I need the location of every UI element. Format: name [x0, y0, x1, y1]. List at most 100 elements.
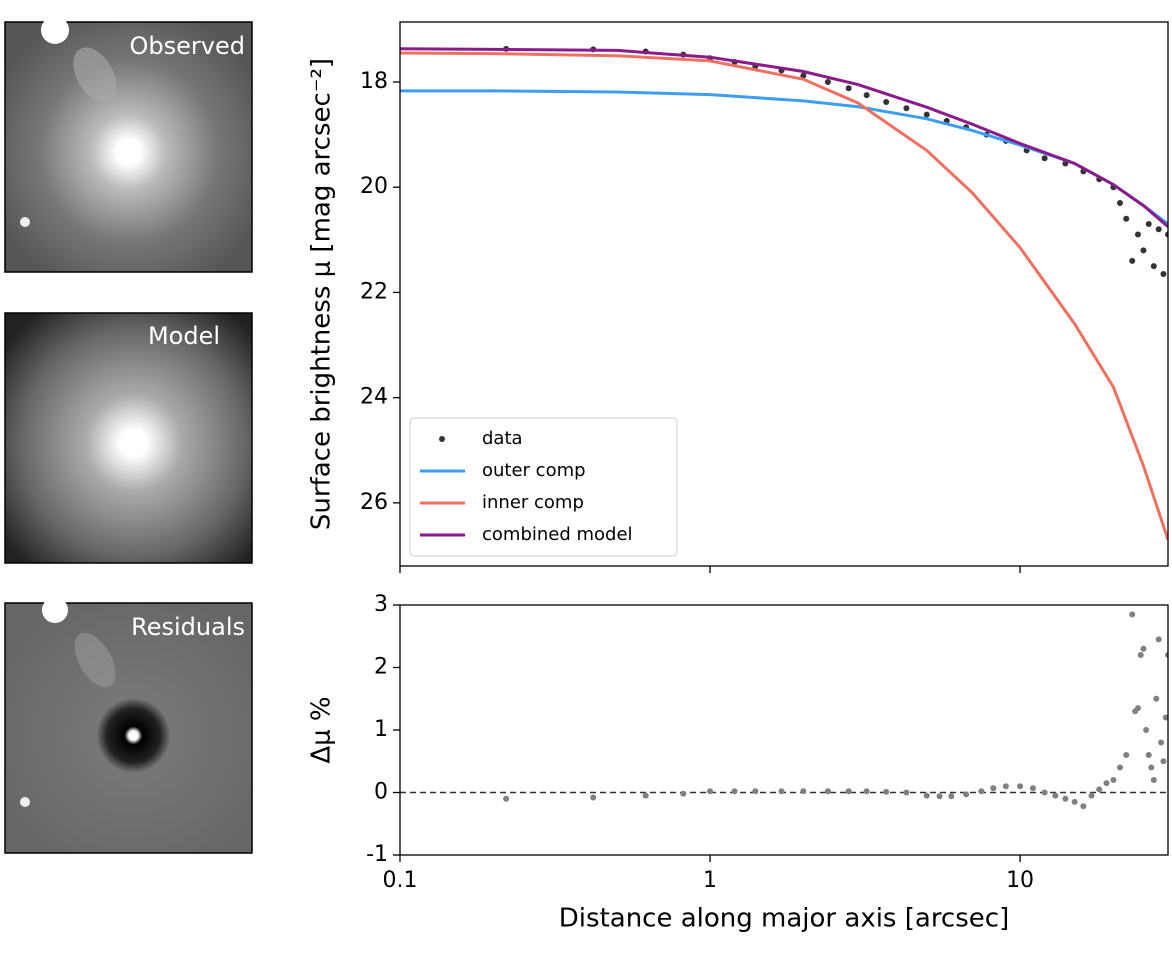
data-point	[1165, 652, 1168, 658]
data-point	[1165, 231, 1168, 238]
data-point	[1160, 271, 1167, 278]
data-point	[1140, 247, 1147, 254]
y-tick-label: 0	[374, 780, 388, 805]
panel-label: Model	[148, 322, 220, 350]
star	[42, 597, 68, 623]
data-point	[1062, 795, 1069, 802]
streak	[73, 47, 117, 103]
legend-label: inner comp	[482, 492, 584, 513]
x-tick-label: 0.1	[383, 868, 418, 893]
legend-label: outer comp	[482, 460, 586, 481]
data-point	[1150, 263, 1157, 270]
y-tick-label: 1	[374, 717, 388, 742]
y-tick-label: -1	[366, 842, 388, 867]
data-point	[883, 788, 890, 795]
data-point	[903, 105, 910, 112]
data-point	[642, 792, 649, 799]
data-point	[1129, 611, 1136, 618]
data-point	[990, 785, 997, 792]
data-point	[1145, 752, 1152, 758]
model-line	[400, 47, 1168, 228]
data-point	[1160, 758, 1167, 765]
data-point	[1071, 798, 1078, 805]
y-axis-label: Surface brightness μ [mag arcsec⁻²]	[307, 58, 337, 530]
x-axis-label: Distance along major axis [arcsec]	[559, 904, 1009, 934]
panel-label: Observed	[130, 32, 245, 60]
data-point	[1145, 221, 1152, 228]
legend-marker	[439, 436, 445, 442]
y-tick-label: 2	[374, 655, 388, 680]
data-point	[1134, 705, 1141, 712]
data-point	[503, 795, 510, 802]
data-point	[923, 111, 930, 118]
data-point	[1137, 652, 1144, 658]
x-tick-label: 10	[1006, 868, 1034, 893]
data-point	[863, 788, 870, 795]
legend-label: combined model	[482, 524, 633, 545]
data-point	[800, 788, 807, 795]
data-point	[1116, 764, 1123, 771]
model-line	[400, 51, 1168, 541]
data-point	[1096, 786, 1103, 793]
y-tick-label: 3	[374, 592, 388, 617]
data-point	[936, 793, 943, 800]
data-point	[978, 788, 985, 795]
data-point	[863, 92, 870, 99]
plot-area	[503, 611, 1168, 810]
data-point	[1148, 764, 1155, 771]
data-point	[923, 792, 930, 799]
data-point	[1153, 695, 1160, 702]
model-image	[4, 312, 253, 564]
plot-area	[400, 45, 1168, 541]
y-tick-label: 22	[360, 279, 388, 304]
data-point	[731, 788, 738, 795]
data-point	[1129, 257, 1136, 264]
data-point	[1116, 199, 1123, 206]
star	[41, 16, 69, 44]
data-point	[948, 793, 955, 800]
data-point	[1155, 226, 1162, 233]
data-point	[824, 788, 831, 795]
observed-image	[4, 21, 253, 273]
data-point	[1088, 792, 1095, 799]
star	[20, 797, 30, 807]
data-point	[1002, 783, 1009, 790]
data-point	[824, 78, 831, 85]
axes-frame	[399, 21, 1169, 567]
y-tick-label: 24	[360, 385, 388, 410]
star	[20, 217, 30, 227]
data-point	[752, 788, 759, 795]
data-point	[590, 794, 597, 801]
legend-box	[409, 417, 678, 557]
axes-frame	[399, 604, 1169, 856]
data-point	[845, 788, 852, 795]
data-point	[1162, 714, 1168, 721]
data-point	[1080, 803, 1087, 810]
data-point	[1123, 752, 1130, 758]
x-tick-label: 1	[703, 868, 717, 893]
data-point	[1123, 215, 1130, 222]
residual-image	[4, 602, 253, 854]
data-point	[845, 85, 852, 92]
data-point	[1140, 645, 1147, 652]
legend-label: data	[482, 428, 523, 449]
y-tick-label: 20	[360, 174, 388, 199]
data-point	[1041, 789, 1048, 796]
data-point	[1150, 777, 1157, 783]
streak	[74, 632, 116, 688]
y-tick-label: 26	[360, 490, 388, 515]
data-point	[1155, 636, 1162, 643]
model-line	[400, 89, 1168, 226]
data-point	[1017, 783, 1024, 790]
data-point	[1143, 727, 1150, 733]
data-point	[903, 789, 910, 796]
data-point	[800, 72, 807, 79]
data-point	[883, 98, 890, 105]
y-axis-label: Δμ %	[307, 696, 337, 763]
panel-label: Residuals	[131, 613, 245, 641]
y-tick-label: 18	[360, 69, 388, 94]
data-point	[963, 791, 970, 798]
data-point	[1134, 231, 1141, 238]
data-point	[778, 788, 785, 795]
